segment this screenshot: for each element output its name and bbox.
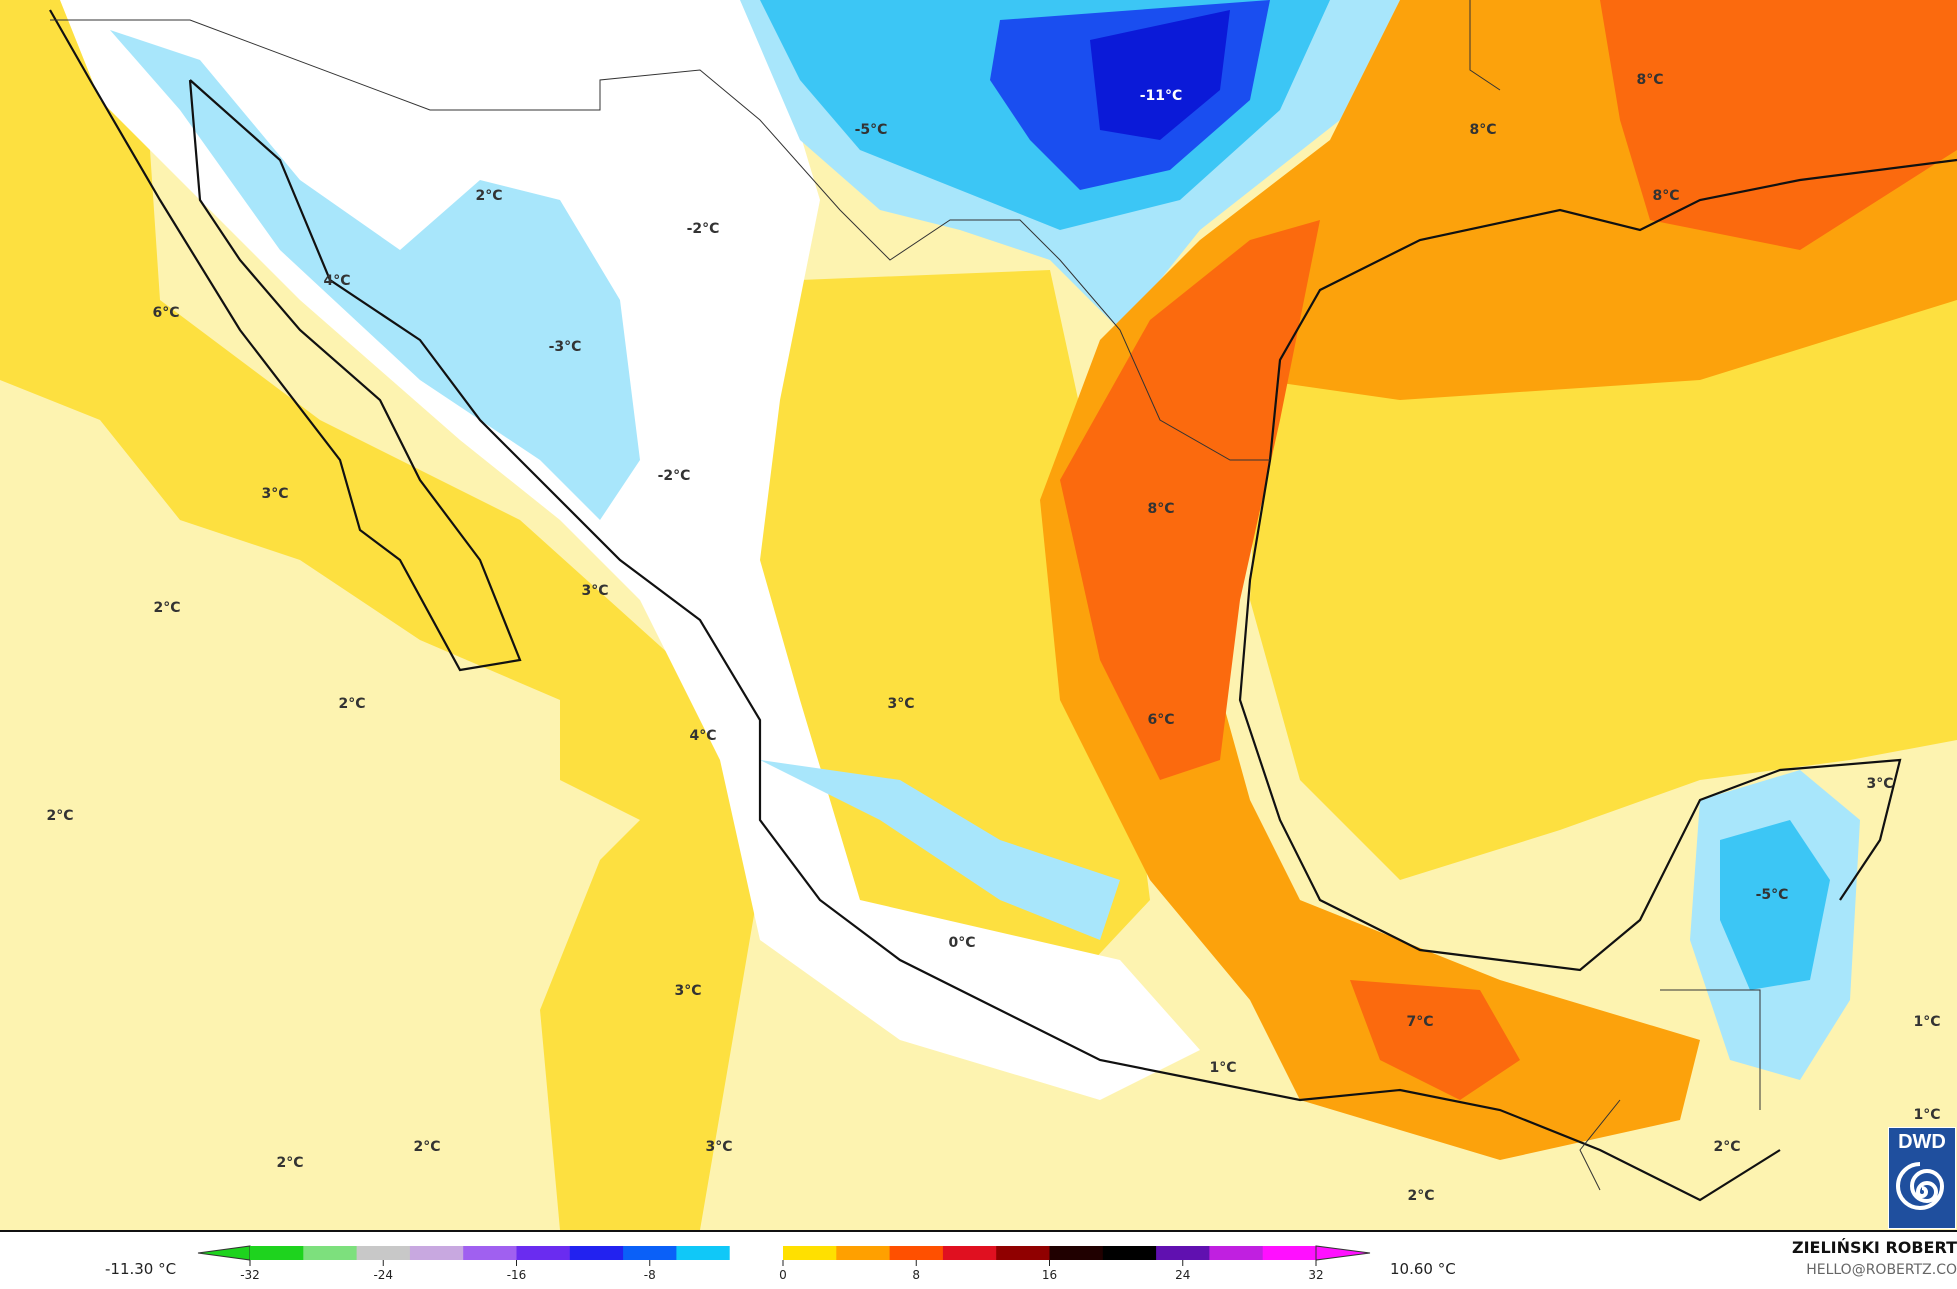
temperature-label: 1°C (1913, 1107, 1940, 1123)
colorbar-segment (303, 1246, 358, 1260)
temperature-label: 4°C (323, 273, 350, 289)
cyan-zone-yucatan (1720, 820, 1830, 990)
red-orange-zone-east (1600, 0, 1957, 250)
colorbar-tick-label: 8 (912, 1268, 920, 1282)
min-value-label: -11.30 °C (105, 1260, 177, 1278)
temperature-label: -2°C (658, 468, 691, 484)
temperature-label: -3°C (549, 339, 582, 355)
colorbar-segment (1102, 1246, 1157, 1260)
colorbar-segment (1049, 1246, 1104, 1260)
colorbar-segment (1209, 1246, 1264, 1260)
colorbar-legend: -11.30 °C -32 -24 -16 -8 0 8 16 24 32 10.60 °C Z… (0, 1230, 1957, 1289)
temperature-label: 6°C (152, 305, 179, 321)
temperature-label: 2°C (1407, 1188, 1434, 1204)
temperature-label: 3°C (261, 486, 288, 502)
temperature-label: 4°C (689, 728, 716, 744)
temperature-label: 2°C (153, 600, 180, 616)
colorbar-tick-label: -16 (507, 1268, 527, 1282)
temperature-label: 2°C (338, 696, 365, 712)
colorbar-segment (623, 1246, 677, 1260)
colorbar-segment (1262, 1246, 1317, 1260)
temperature-label: 3°C (674, 983, 701, 999)
red-orange-zone (1060, 220, 1320, 780)
colorbar-tick-label: -32 (240, 1268, 260, 1282)
temperature-labels: -11°C -5°C 8°C 8°C 8°C 2°C -2°C 4°C 6°C -3°C -2°C 3… (46, 72, 1940, 1204)
colorbar-tick-label: 0 (779, 1268, 787, 1282)
dwd-logo-text: DWD (1898, 1131, 1946, 1153)
temperature-label: -5°C (855, 122, 888, 138)
red-orange-zone-south (1350, 980, 1520, 1100)
colorbar-segment (889, 1246, 944, 1260)
temperature-label: 1°C (1913, 1014, 1940, 1030)
colorbar-segment (996, 1246, 1050, 1260)
temperature-label: 3°C (705, 1139, 732, 1155)
colorbar-segment (463, 1246, 517, 1260)
yellow-zone (0, 0, 760, 1230)
temperature-label: 2°C (276, 1155, 303, 1171)
colorbar-max-arrow (1315, 1245, 1371, 1261)
colorbar-segment (516, 1246, 571, 1260)
colorbar-segment (356, 1246, 411, 1260)
light-blue-zone (110, 30, 640, 520)
colorbar-tick-label: -8 (644, 1268, 656, 1282)
colorbar-tick-label: -24 (373, 1268, 393, 1282)
colorbar-segment (250, 1246, 304, 1260)
temperature-label: 7°C (1406, 1014, 1433, 1030)
temperature-label: 8°C (1469, 122, 1496, 138)
colorbar-segment (409, 1246, 464, 1260)
colorbar: -32 -24 -16 -8 0 8 16 24 32 (197, 1245, 1371, 1282)
light-blue-zone-2 (760, 760, 1120, 940)
temperature-label: 2°C (413, 1139, 440, 1155)
temperature-label: 2°C (475, 188, 502, 204)
temperature-label: 8°C (1652, 188, 1679, 204)
temperature-label: 3°C (887, 696, 914, 712)
deep-blue-zone (1090, 10, 1230, 140)
colorbar-segment (942, 1246, 997, 1260)
colorbar-segment (1156, 1246, 1210, 1260)
temperature-label: 6°C (1147, 712, 1174, 728)
colorbar-tick-label: 16 (1042, 1268, 1057, 1282)
coastline (49, 9, 1957, 1202)
dwd-logo: DWD (1888, 1127, 1956, 1229)
colorbar-tick-label: 32 (1308, 1268, 1323, 1282)
temperature-label: 3°C (581, 583, 608, 599)
colorbar-segment (676, 1246, 731, 1260)
temperature-label: 2°C (46, 808, 73, 824)
temperature-label: 8°C (1147, 501, 1174, 517)
yellow-zone-gulf (1250, 300, 1957, 880)
colorbar-segment (729, 1246, 784, 1260)
temperature-anomaly-map: -11°C -5°C 8°C 8°C 8°C 2°C -2°C 4°C 6°C -3°C -2°C 3… (0, 0, 1957, 1230)
spiral-icon (1896, 1162, 1945, 1210)
colorbar-segment (569, 1246, 624, 1260)
temperature-label: 1°C (1209, 1060, 1236, 1076)
author-credit: ZIELIŃSKI ROBERT (1791, 1238, 1957, 1257)
temperature-label: 2°C (1713, 1139, 1740, 1155)
max-value-label: 10.60 °C (1390, 1260, 1456, 1278)
colorbar-segment (783, 1246, 837, 1260)
temperature-label: 3°C (1866, 776, 1893, 792)
temperature-label: -11°C (1140, 88, 1183, 104)
temperature-label: -5°C (1756, 887, 1789, 903)
colorbar-tick-label: 24 (1175, 1268, 1190, 1282)
author-email: HELLO@ROBERTZ.CO (1806, 1262, 1957, 1278)
temperature-label: -2°C (687, 221, 720, 237)
border-lines (50, 0, 1761, 1191)
colorbar-segment (836, 1246, 891, 1260)
colorbar-min-arrow (197, 1245, 251, 1261)
temperature-label: 8°C (1636, 72, 1663, 88)
temperature-label: 0°C (948, 935, 975, 951)
